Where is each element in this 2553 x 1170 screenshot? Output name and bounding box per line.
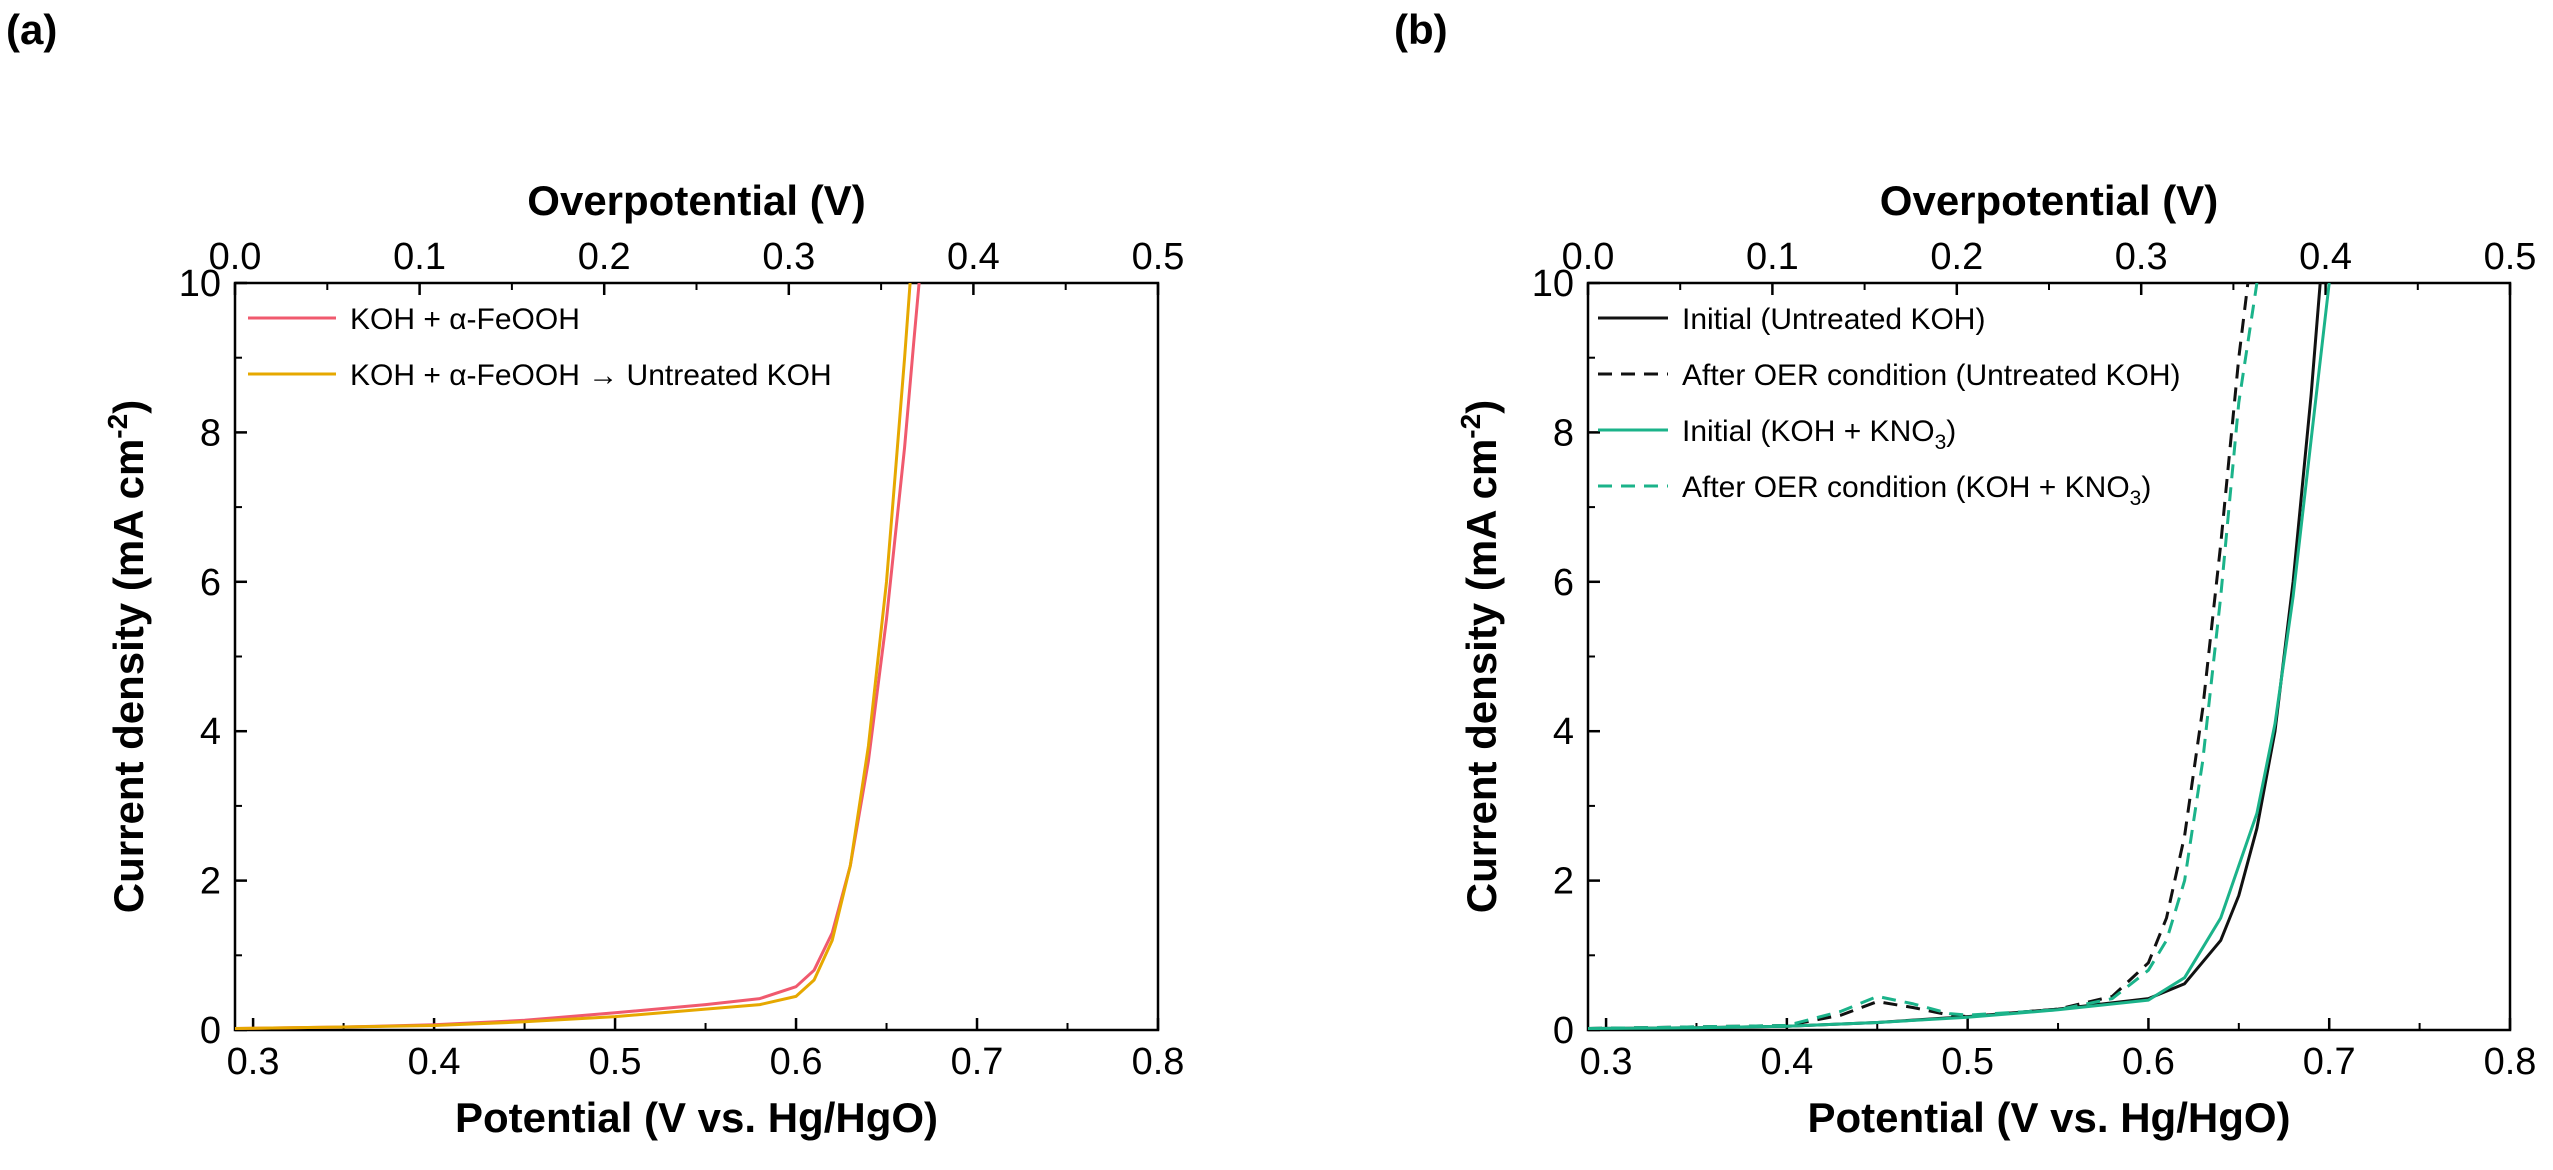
y-axis-title: Current density (mA cm-2) [102, 400, 152, 913]
x2-tick-label: 0.3 [762, 236, 815, 278]
series-line-1 [1588, 283, 2322, 1030]
legend-label-2: KOH + α-FeOOH → Untreated KOH [350, 359, 832, 392]
y-axis-title: Current density (mA cm-2) [1455, 400, 1505, 913]
y-axis-title-sup: -2 [102, 414, 133, 439]
series-line-1 [235, 283, 921, 1030]
legend-label-main: Initial (KOH + KNO [1682, 415, 1935, 448]
y-tick-label: 10 [179, 263, 221, 305]
x-tick-label: 0.6 [770, 1041, 823, 1083]
chart-panel-a: 0.3 0.4 0.5 0.6 0.7 0.8 0.0 0.1 0.2 0.3 0.4 0.5 0 2 4 6… [102, 177, 1184, 1141]
panel-label-a: (a) [6, 6, 58, 53]
series-line-2 [235, 283, 912, 1030]
x-tick-label: 0.7 [2303, 1041, 2356, 1083]
x-tick-label: 0.8 [1132, 1041, 1185, 1083]
x2-axis-title: Overpotential (V) [527, 177, 865, 224]
legend-label-sub: 3 [2130, 487, 2142, 510]
legend-label-main: After OER condition (Untreated KOH) [1682, 359, 2181, 392]
x-tick-label: 0.4 [408, 1041, 461, 1083]
series-line-4 [1588, 283, 2259, 1030]
series-line-2 [1588, 283, 2250, 1030]
y-tick-label: 2 [1553, 861, 1574, 903]
plot-frame [1586, 281, 2512, 1032]
legend-label-3: Initial (KOH + KNO3) [1682, 415, 1956, 454]
y-axis-title-main: Current density (mA cm [105, 439, 152, 914]
legend-label-sub: 3 [1935, 431, 1947, 454]
x-axis-title: Potential (V vs. Hg/HgO) [455, 1094, 938, 1141]
x2-tick-label: 0.0 [1562, 236, 1615, 278]
plot-frame [233, 281, 1160, 1032]
y-axis-title-end: ) [105, 400, 152, 414]
x2-tick-label: 0.4 [2299, 236, 2352, 278]
y-tick-label: 2 [200, 861, 221, 903]
x-tick-label: 0.5 [1941, 1041, 1994, 1083]
x2-tick-label: 0.2 [1930, 236, 1983, 278]
legend-label-main: After OER condition (KOH + KNO [1682, 471, 2130, 504]
x-tick-label: 0.5 [589, 1041, 642, 1083]
y-tick-label: 0 [1553, 1010, 1574, 1052]
legend-label-main: Initial (Untreated KOH) [1682, 303, 1985, 336]
y-axis-title-end: ) [1458, 400, 1505, 414]
y-tick-label: 6 [200, 562, 221, 604]
x-axis-title: Potential (V vs. Hg/HgO) [1807, 1094, 2290, 1141]
chart-panel-b: 0.3 0.4 0.5 0.6 0.7 0.8 0.0 0.1 0.2 0.3 0.4 0.5 0 2 4 6… [1455, 177, 2536, 1141]
x2-tick-label: 0.1 [1746, 236, 1799, 278]
x-tick-label: 0.3 [227, 1041, 280, 1083]
x2-tick-label: 0.5 [1132, 236, 1185, 278]
x2-tick-label: 0.5 [2484, 236, 2537, 278]
y-tick-label: 4 [200, 711, 221, 753]
panel-label-b: (b) [1394, 6, 1448, 53]
legend-label-2: After OER condition (Untreated KOH) [1682, 359, 2181, 392]
x-tick-label: 0.3 [1580, 1041, 1633, 1083]
y-tick-label: 8 [1553, 412, 1574, 454]
x2-tick-label: 0.4 [947, 236, 1000, 278]
y-tick-label: 4 [1553, 711, 1574, 753]
legend-label-end: ) [1946, 415, 1956, 448]
y-tick-label: 0 [200, 1010, 221, 1052]
y-axis-title-sup: -2 [1455, 414, 1486, 439]
legend-label-4: After OER condition (KOH + KNO3) [1682, 471, 2151, 510]
x-tick-label: 0.6 [2122, 1041, 2175, 1083]
x2-axis-title: Overpotential (V) [1880, 177, 2218, 224]
x-tick-label: 0.8 [2484, 1041, 2537, 1083]
y-axis-title-main: Current density (mA cm [1458, 439, 1505, 914]
series-line-3 [1588, 283, 2331, 1030]
x2-tick-label: 0.2 [578, 236, 631, 278]
y-tick-label: 10 [1532, 263, 1574, 305]
x2-tick-label: 0.3 [2115, 236, 2168, 278]
x2-tick-label: 0.0 [209, 236, 262, 278]
legend-label-1: KOH + α-FeOOH [350, 303, 580, 336]
x2-tick-label: 0.1 [393, 236, 446, 278]
x-tick-label: 0.7 [951, 1041, 1004, 1083]
y-tick-label: 6 [1553, 562, 1574, 604]
legend-label-end: ) [2141, 471, 2151, 504]
x-tick-label: 0.4 [1760, 1041, 1813, 1083]
y-tick-label: 8 [200, 412, 221, 454]
legend-label-1: Initial (Untreated KOH) [1682, 303, 1985, 336]
